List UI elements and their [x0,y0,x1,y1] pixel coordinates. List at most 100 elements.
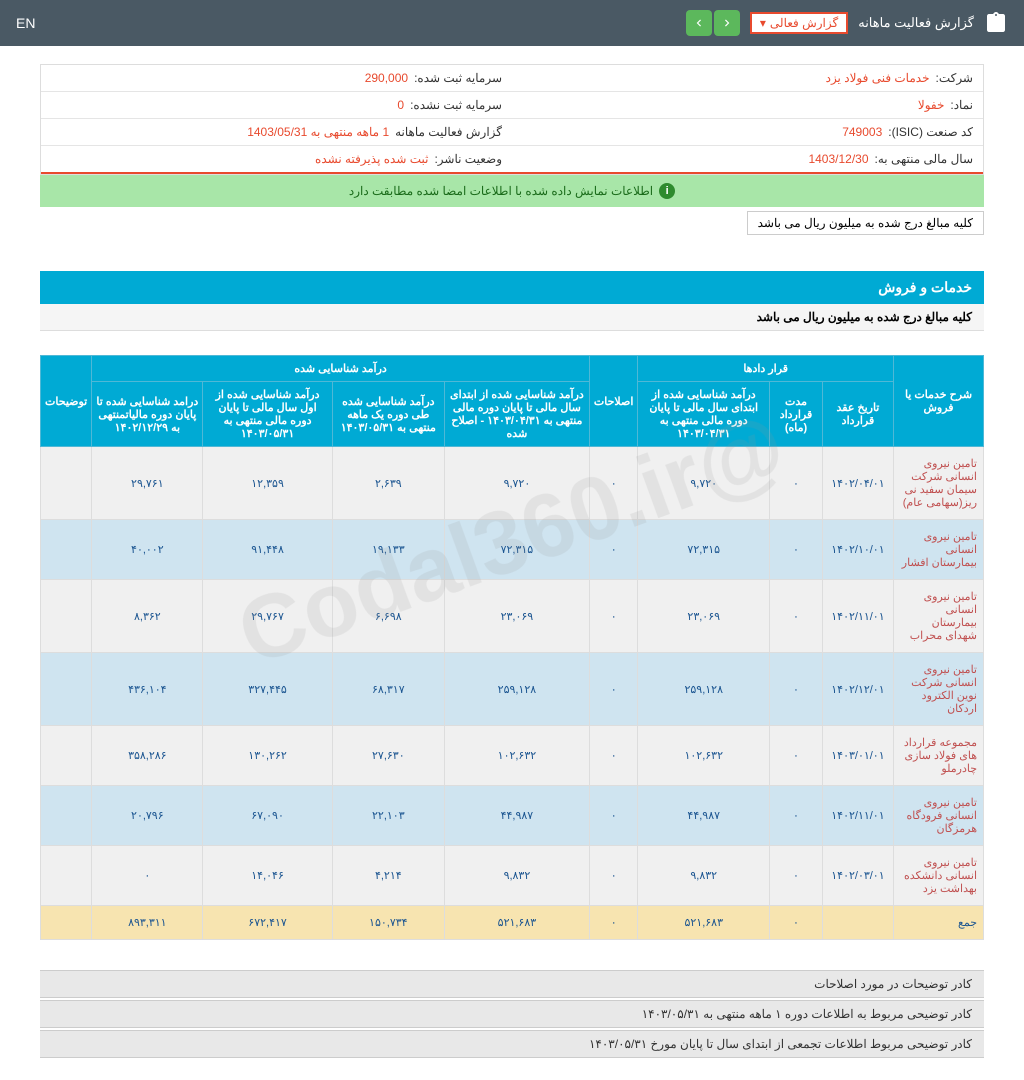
nav-next-button[interactable] [714,10,740,36]
cell-v4: ۶۷,۰۹۰ [203,786,332,846]
cell-notes [41,653,92,726]
cell-total-label: جمع [894,906,984,940]
cell-notes [41,520,92,580]
cell-v2: ۱۰۲,۶۳۲ [444,726,589,786]
cell-duration: ۰ [770,846,823,906]
cell-v3: ۴,۲۱۴ [332,846,444,906]
cell-total-v1: ۵۲۱,۶۸۳ [638,906,770,940]
symbol-value: خفولا [918,98,945,112]
cell-desc: تامین نیروی انسانی دانشکده بهداشت یزد [894,846,984,906]
footer-notes: کادر توضیحات در مورد اصلاحات کادر توضیحی… [40,970,984,1058]
cell-total-v2: ۵۲۱,۶۸۳ [444,906,589,940]
cell-v3: ۲۲,۱۰۳ [332,786,444,846]
fy-label: سال مالی منتهی به: [875,152,973,166]
th-duration: مدت قرارداد (ماه) [770,382,823,447]
cell-v4: ۱۴,۰۴۶ [203,846,332,906]
cell-duration: ۰ [770,580,823,653]
table-row: مجموعه قرارداد های فولاد سازی چادرملو ۱۴… [41,726,984,786]
table-row: تامین نیروی انسانی شرکت نوین الکترود ارد… [41,653,984,726]
table-row: تامین نیروی انسانی فرودگاه هرمزگان ۱۴۰۲/… [41,786,984,846]
capital-unreg-label: سرمایه ثبت نشده: [410,98,502,112]
cell-date: ۱۴۰۳/۰۱/۰۱ [822,726,893,786]
th-group-contracts: قرار دادها [638,356,894,382]
alert-text: اطلاعات نمایش داده شده با اطلاعات امضا ش… [349,184,653,198]
cell-desc: تامین نیروی انسانی فرودگاه هرمزگان [894,786,984,846]
th-notes: توضیحات [41,356,92,447]
chevron-down-icon: ▾ [760,16,766,30]
page-title: گزارش فعالیت ماهانه [858,15,974,31]
cell-notes [41,786,92,846]
nav-prev-button[interactable] [686,10,712,36]
isic-value: 749003 [842,125,882,139]
cell-total-v3: ۱۵۰,۷۳۴ [332,906,444,940]
cell-desc: تامین نیروی انسانی شرکت نوین الکترود ارد… [894,653,984,726]
cell-v5: ۲۰,۷۹۶ [92,786,203,846]
cell-adj: ۰ [589,580,637,653]
info-grid: شرکت: خدمات فنی فولاد یزد سرمایه ثبت شده:… [40,64,984,175]
period-label: گزارش فعالیت ماهانه [395,125,502,139]
footer-note-1: کادر توضیحات در مورد اصلاحات [40,970,984,998]
cell-total-v4: ۶۷۲,۴۱۷ [203,906,332,940]
cell-v5: ۴۰,۰۰۲ [92,520,203,580]
capital-reg-value: 290,000 [365,71,408,85]
status-value: ثبت شده پذیرفته نشده [315,152,428,166]
cell-v3: ۲,۶۳۹ [332,447,444,520]
cell-notes [41,846,92,906]
footer-note-3: کادر توضیحی مربوط اطلاعات تجمعی از ابتدا… [40,1030,984,1058]
cell-v5: ۲۹,۷۶۱ [92,447,203,520]
th-income-ytd: درآمد شناسایی شده از اول سال مالی تا پای… [203,382,332,447]
cell-v4: ۹۱,۴۴۸ [203,520,332,580]
cell-notes [41,726,92,786]
cell-notes [41,447,92,520]
cell-v3: ۶۸,۳۱۷ [332,653,444,726]
topbar: گزارش فعالیت ماهانه گزارش فعالی ▾ EN [0,0,1024,46]
cell-desc: مجموعه قرارداد های فولاد سازی چادرملو [894,726,984,786]
cell-v1: ۱۰۲,۶۳۲ [638,726,770,786]
table-row: تامین نیروی انسانی شرکت سیمان سفید نی ری… [41,447,984,520]
fy-value: 1403/12/30 [808,152,868,166]
table-row: تامین نیروی انسانی بیمارستان شهدای محراب… [41,580,984,653]
th-desc: شرح خدمات یا فروش [894,356,984,447]
company-label: شرکت: [935,71,973,85]
table-row: تامین نیروی انسانی بیمارستان افشار ۱۴۰۲/… [41,520,984,580]
report-dropdown[interactable]: گزارش فعالی ▾ [750,12,848,34]
cell-v1: ۴۴,۹۸۷ [638,786,770,846]
cell-v2: ۹,۸۳۲ [444,846,589,906]
company-value: خدمات فنی فولاد یزد [826,71,930,85]
cell-v2: ۴۴,۹۸۷ [444,786,589,846]
cell-v1: ۲۵۹,۱۲۸ [638,653,770,726]
cell-desc: تامین نیروی انسانی بیمارستان شهدای محراب [894,580,984,653]
cell-notes [41,580,92,653]
cell-v1: ۷۲,۳۱۵ [638,520,770,580]
th-date: تاریخ عقد قرارداد [822,382,893,447]
cell-v1: ۲۳,۰۶۹ [638,580,770,653]
currency-note: کلیه مبالغ درج شده به میلیون ریال می باش… [747,211,984,235]
section-title: خدمات و فروش [40,271,984,304]
cell-desc: تامین نیروی انسانی شرکت سیمان سفید نی ری… [894,447,984,520]
cell-date: ۱۴۰۲/۱۰/۰۱ [822,520,893,580]
lang-toggle[interactable]: EN [16,15,35,31]
cell-v4: ۳۲۷,۴۴۵ [203,653,332,726]
cell-v3: ۶,۶۹۸ [332,580,444,653]
cell-v5: ۳۵۸,۲۸۶ [92,726,203,786]
capital-unreg-value: 0 [397,98,404,112]
cell-total-adj: ۰ [589,906,637,940]
cell-adj: ۰ [589,786,637,846]
capital-reg-label: سرمایه ثبت شده: [414,71,502,85]
cell-v4: ۱۳۰,۲۶۲ [203,726,332,786]
cell-date: ۱۴۰۲/۱۲/۰۱ [822,653,893,726]
cell-v5: ۴۳۶,۱۰۴ [92,653,203,726]
isic-label: کد صنعت (ISIC): [888,125,973,139]
cell-v5: ۰ [92,846,203,906]
cell-desc: تامین نیروی انسانی بیمارستان افشار [894,520,984,580]
cell-adj: ۰ [589,726,637,786]
cell-adj: ۰ [589,520,637,580]
clipboard-icon [984,11,1008,35]
table-row: تامین نیروی انسانی دانشکده بهداشت یزد ۱۴… [41,846,984,906]
cell-duration: ۰ [770,520,823,580]
cell-date: ۱۴۰۲/۰۳/۰۱ [822,846,893,906]
th-income-month: درآمد شناسایی شده طی دوره یک ماهه منتهی … [332,382,444,447]
cell-duration: ۰ [770,447,823,520]
cell-v3: ۱۹,۱۳۳ [332,520,444,580]
verification-alert: i اطلاعات نمایش داده شده با اطلاعات امضا… [40,175,984,207]
